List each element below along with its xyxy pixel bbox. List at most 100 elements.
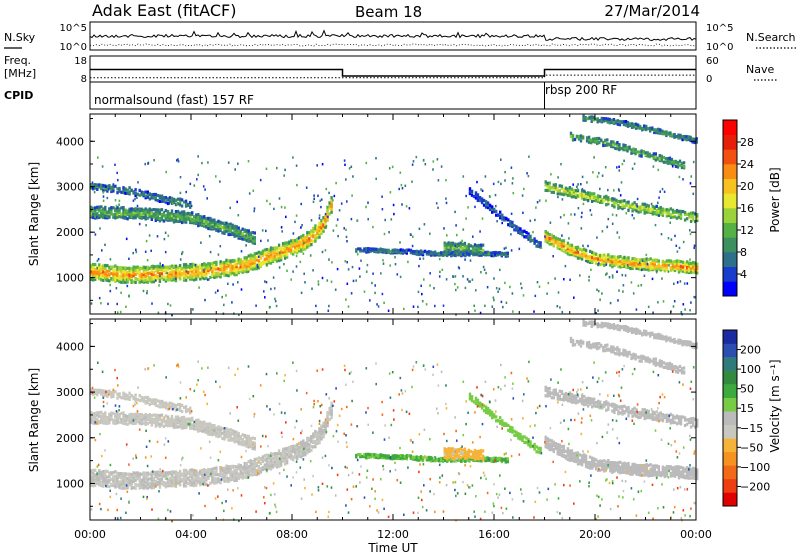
- echo-cell: [283, 449, 287, 454]
- echo-cell: [622, 148, 625, 152]
- echo-cell: [245, 466, 248, 470]
- echo-cell: [637, 260, 640, 264]
- echo-cell: [599, 197, 602, 201]
- scatter-cell: [335, 224, 338, 227]
- echo-cell: [142, 417, 145, 422]
- echo-cell: [120, 396, 123, 400]
- echo-cell: [98, 390, 101, 394]
- echo-cell: [191, 426, 194, 430]
- echo-cell: [160, 267, 164, 271]
- echo-cell: [182, 482, 186, 486]
- echo-cell: [96, 417, 99, 421]
- echo-cell: [578, 256, 582, 260]
- echo-cell: [201, 223, 204, 228]
- scatter-cell: [676, 250, 679, 253]
- echo-cell: [558, 447, 561, 451]
- scatter-cell: [590, 268, 592, 271]
- echo-cell: [613, 197, 616, 201]
- echo-cell: [199, 214, 202, 219]
- scatter-cell: [210, 266, 212, 270]
- echo-cell: [568, 243, 572, 247]
- echo-cell: [593, 195, 596, 199]
- scatter-cell: [383, 301, 385, 304]
- echo-cell: [136, 192, 139, 196]
- echo-cell: [182, 473, 186, 477]
- scatter-cell: [590, 213, 593, 216]
- freq-unit-label: [MHz]: [4, 67, 36, 80]
- scatter-cell: [439, 270, 441, 274]
- scatter-cell: [146, 290, 148, 293]
- scatter-cell: [304, 281, 306, 284]
- echo-cell: [154, 416, 157, 420]
- echo-cell: [184, 471, 188, 475]
- scatter-cell: [581, 175, 584, 179]
- echo-cell: [243, 228, 246, 232]
- echo-cell: [630, 125, 634, 129]
- echo-cell: [215, 265, 218, 269]
- echo-cell: [154, 192, 157, 197]
- echo-cell: [586, 199, 590, 203]
- echo-cell: [527, 237, 530, 241]
- echo-cell: [182, 424, 186, 428]
- echo-cell: [673, 266, 677, 270]
- echo-cell: [645, 259, 648, 263]
- echo-cell: [235, 228, 238, 232]
- scatter-cell: [668, 264, 670, 267]
- echo-cell: [675, 135, 678, 139]
- echo-cell: [285, 243, 289, 247]
- echo-cell: [679, 266, 683, 270]
- echo-cell: [253, 267, 256, 271]
- echo-cell: [263, 257, 267, 261]
- echo-cell: [142, 396, 145, 400]
- echo-cell: [158, 208, 162, 212]
- echo-cell: [124, 486, 127, 490]
- echo-cell: [138, 211, 141, 215]
- echo-cell: [112, 215, 115, 219]
- echo-cell: [598, 140, 601, 144]
- echo-cell: [164, 198, 168, 202]
- echo-cell: [225, 435, 228, 439]
- echo-cell: [237, 230, 240, 234]
- echo-cell: [130, 476, 133, 480]
- echo-cell: [241, 476, 244, 480]
- echo-cell: [253, 231, 256, 235]
- echo-cell: [645, 210, 648, 214]
- echo-cell: [128, 190, 131, 194]
- echo-cell: [209, 268, 212, 272]
- echo-cell: [136, 477, 139, 481]
- echo-cell: [124, 216, 127, 220]
- echo-cell: [158, 272, 162, 276]
- echo-cell: [261, 253, 265, 258]
- scatter-cell: [686, 282, 689, 285]
- scatter-cell: [347, 268, 350, 271]
- echo-cell: [683, 263, 687, 267]
- echo-cell: [170, 407, 174, 411]
- echo-cell: [470, 189, 474, 193]
- echo-cell: [626, 124, 630, 128]
- scatter-cell: [382, 262, 385, 265]
- echo-cell: [285, 251, 289, 255]
- echo-cell: [118, 486, 121, 490]
- echo-cell: [92, 206, 95, 210]
- scatter-cell: [462, 175, 465, 178]
- echo-cell: [211, 273, 214, 277]
- echo-cell: [189, 408, 192, 412]
- echo-cell: [495, 213, 498, 217]
- echo-cell: [535, 239, 538, 243]
- echo-cell: [670, 160, 674, 164]
- echo-cell: [259, 462, 263, 466]
- echo-cell: [195, 426, 198, 431]
- echo-cell: [235, 273, 238, 277]
- echo-cell: [154, 398, 157, 402]
- echo-cell: [616, 122, 620, 126]
- echo-cell: [247, 231, 250, 235]
- scatter-cell: [388, 231, 390, 234]
- echo-cell: [184, 214, 188, 218]
- echo-cell: [614, 142, 617, 146]
- echo-cell: [213, 470, 216, 474]
- echo-cell: [142, 276, 145, 280]
- echo-cell: [235, 478, 238, 482]
- echo-cell: [306, 441, 309, 445]
- echo-cell: [96, 419, 99, 423]
- scatter-cell: [399, 275, 402, 279]
